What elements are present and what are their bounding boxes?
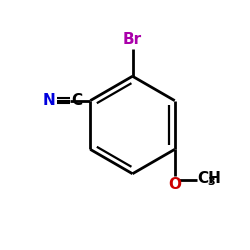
Text: N: N	[43, 93, 56, 108]
Text: CH: CH	[198, 172, 222, 186]
Text: O: O	[168, 177, 181, 192]
Text: C: C	[71, 93, 82, 108]
Text: 3: 3	[208, 177, 215, 187]
Text: Br: Br	[123, 32, 142, 47]
